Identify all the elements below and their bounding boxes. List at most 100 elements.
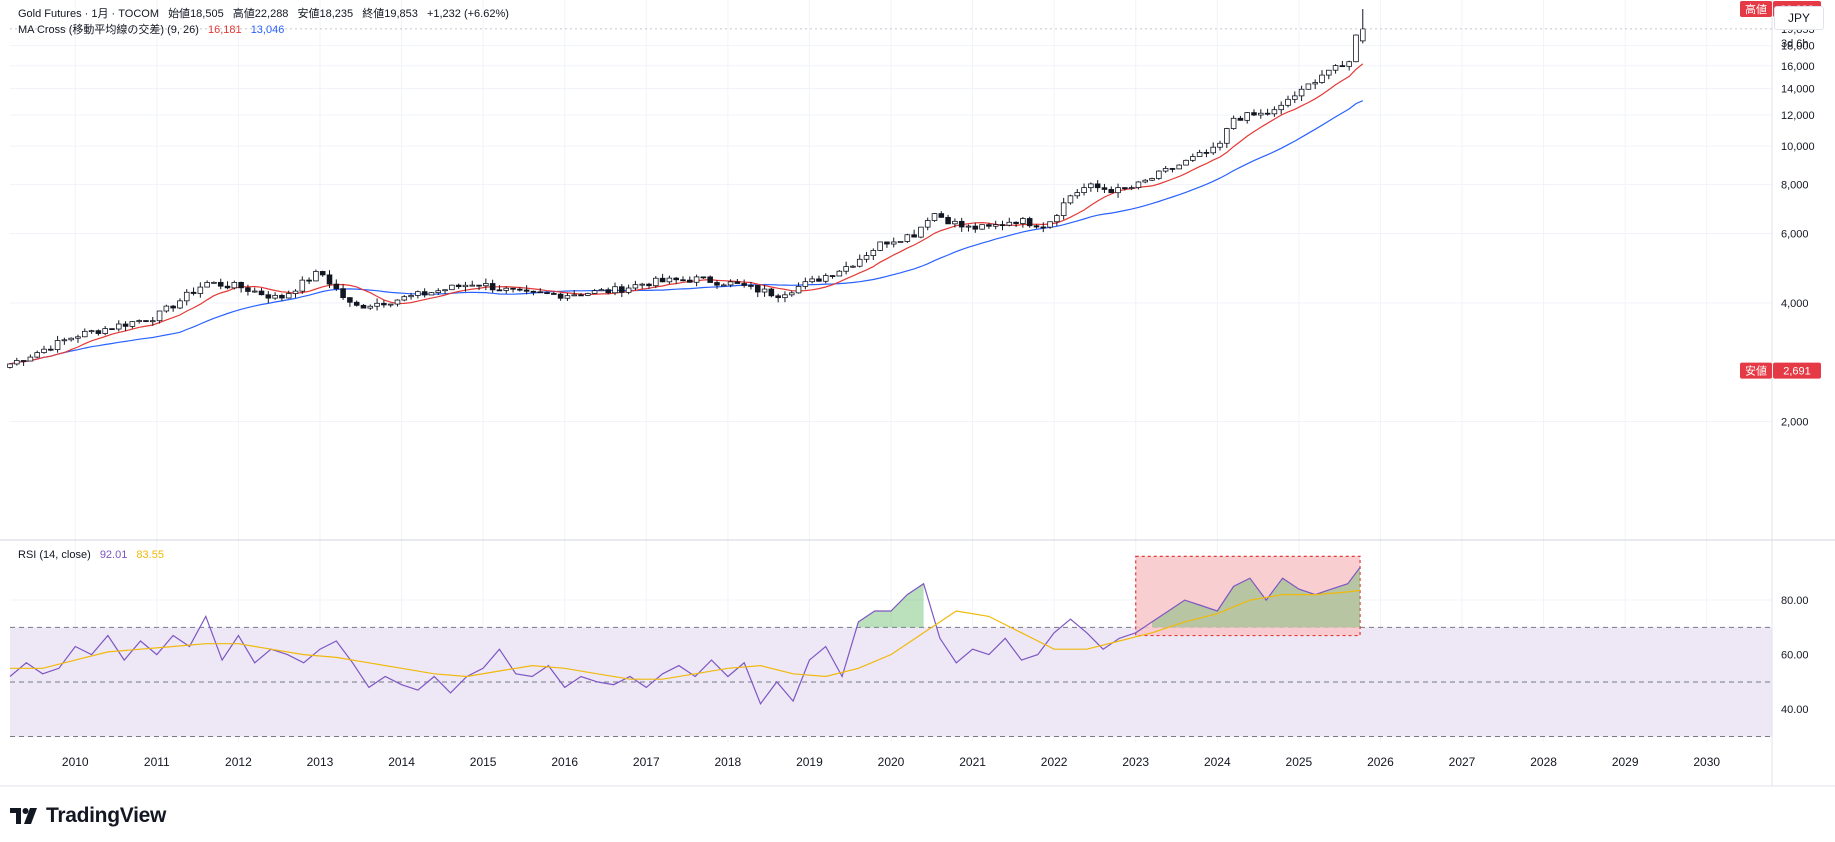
- candle: [945, 214, 951, 225]
- candle: [653, 276, 659, 289]
- candle-body: [190, 291, 197, 294]
- candle-body: [1169, 168, 1176, 170]
- candle-body: [557, 293, 564, 299]
- candle: [1190, 153, 1196, 163]
- candle: [1122, 187, 1128, 191]
- candle-body: [340, 288, 346, 299]
- candle-body: [285, 293, 292, 299]
- candle: [761, 285, 768, 297]
- candle: [714, 280, 720, 289]
- candle-body: [952, 220, 958, 225]
- candle: [877, 241, 883, 252]
- candle-body: [408, 295, 414, 298]
- candle-body: [1108, 189, 1115, 194]
- candle: [394, 299, 401, 307]
- candle-body: [1196, 151, 1203, 157]
- candle-body: [387, 303, 394, 306]
- rsi-highlight-rect: [1135, 555, 1361, 637]
- candle-body: [1054, 215, 1060, 223]
- candle: [197, 282, 204, 298]
- candle-body: [938, 213, 945, 218]
- candle: [156, 310, 163, 324]
- price-tick-label: 2,000: [1781, 416, 1809, 428]
- candle: [1278, 101, 1284, 115]
- candle: [285, 290, 292, 299]
- candle: [136, 319, 142, 324]
- candle-body: [904, 234, 911, 242]
- time-tick-label: 2016: [551, 755, 578, 769]
- rsi-value: 92.01: [99, 549, 128, 561]
- time-tick-label: 2018: [715, 755, 742, 769]
- rsi-line: [9, 566, 1361, 706]
- candle: [598, 288, 605, 292]
- candle: [557, 292, 564, 301]
- candle-body: [136, 320, 142, 323]
- candle-body: [442, 289, 448, 292]
- candle-body: [1033, 225, 1040, 228]
- rsi-ma-line: [10, 589, 1361, 680]
- candle-body: [1081, 187, 1087, 193]
- candle-body: [720, 284, 727, 287]
- time-tick-label: 2020: [878, 755, 905, 769]
- low-value: 18,235: [319, 8, 354, 20]
- candle: [306, 277, 312, 285]
- candle: [707, 275, 713, 283]
- candle: [292, 289, 299, 298]
- candle: [109, 328, 115, 331]
- time-tick-label: 2024: [1204, 755, 1231, 769]
- candle: [843, 261, 849, 275]
- candle: [1149, 177, 1155, 181]
- candle-body: [265, 294, 272, 299]
- ma-slow-line: [9, 100, 1364, 365]
- candle: [1162, 165, 1169, 173]
- candle: [333, 279, 340, 291]
- candle-body: [204, 282, 210, 288]
- candle: [61, 337, 68, 345]
- candle: [34, 350, 40, 359]
- candle-body: [143, 320, 149, 322]
- candle-body: [1210, 146, 1216, 154]
- candle: [1271, 106, 1278, 117]
- candle-body: [231, 281, 238, 289]
- candle: [421, 288, 428, 298]
- ma-legend: MA Cross (移動平均線の交差) (9, 26) 16,181 13,04…: [18, 23, 290, 37]
- candle-body: [1006, 221, 1013, 226]
- currency-button[interactable]: JPY: [1774, 6, 1824, 30]
- candle-body: [374, 302, 380, 307]
- high-tag-label: 高値: [1745, 2, 1767, 16]
- candle-body: [890, 241, 897, 245]
- candle: [1006, 217, 1013, 227]
- candle-body: [687, 279, 693, 283]
- candle: [1156, 170, 1162, 180]
- candle: [1339, 60, 1346, 68]
- candle-body: [619, 286, 625, 293]
- candle-body: [1040, 226, 1047, 229]
- rsi-tick-label: 80.00: [1781, 595, 1809, 607]
- candle: [1176, 164, 1183, 170]
- candle: [1359, 9, 1366, 44]
- candle-body: [449, 284, 455, 291]
- vertical-gridlines: [74, 0, 1708, 742]
- candle: [496, 285, 503, 292]
- candle: [992, 220, 999, 230]
- brand-name: TradingView: [46, 804, 167, 827]
- candle-body: [754, 285, 761, 293]
- candle: [1210, 142, 1216, 155]
- candle-body: [401, 296, 408, 301]
- candle: [884, 241, 890, 248]
- brand-logo[interactable]: TradingView: [10, 804, 166, 828]
- candle: [1251, 109, 1257, 117]
- candle-body: [972, 225, 979, 230]
- candle: [1101, 183, 1108, 194]
- candle-body: [1285, 98, 1291, 106]
- candle-body: [1339, 65, 1346, 68]
- rsi-lines: [9, 566, 1361, 706]
- change-value: +1,232 (+6.62%): [426, 8, 509, 20]
- candle: [408, 292, 414, 300]
- candle-body: [27, 356, 34, 362]
- rsi-highlight-box: [1135, 555, 1361, 637]
- candle: [1020, 216, 1026, 228]
- candle: [1196, 149, 1203, 157]
- candle-body: [924, 220, 931, 228]
